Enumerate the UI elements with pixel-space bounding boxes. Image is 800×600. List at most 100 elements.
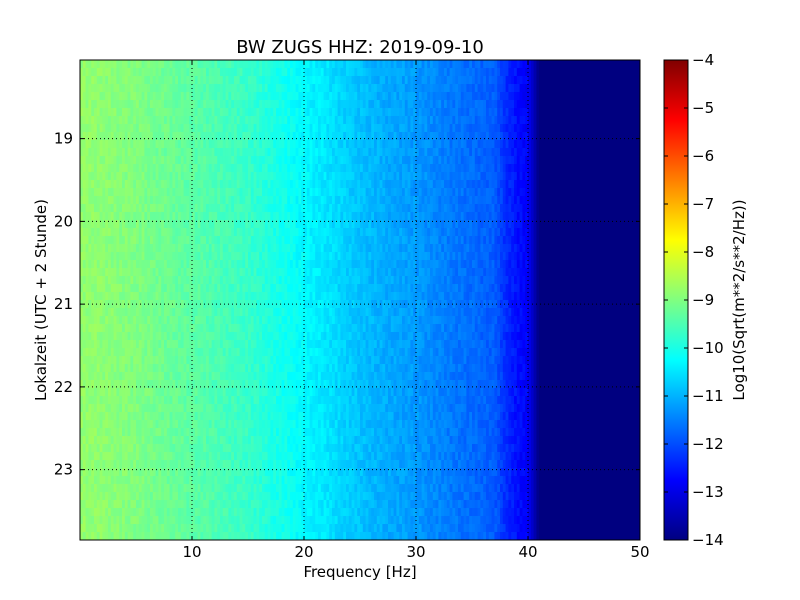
heatmap-cell xyxy=(584,92,588,101)
heatmap-cell xyxy=(497,60,501,69)
heatmap-cell xyxy=(189,92,193,101)
heatmap-cell xyxy=(374,132,378,141)
heatmap-cell xyxy=(390,108,395,117)
heatmap-cell xyxy=(348,132,353,141)
heatmap-cell xyxy=(315,76,319,85)
heatmap-cell xyxy=(368,68,372,77)
heatmap-cell xyxy=(85,84,89,93)
heatmap-cell xyxy=(248,116,252,125)
heatmap-cell xyxy=(374,100,378,109)
heatmap-cell xyxy=(362,76,367,85)
heatmap-cell xyxy=(301,76,305,85)
heatmap-cell xyxy=(245,140,249,149)
heatmap-cell xyxy=(516,60,521,69)
heatmap-cell xyxy=(376,92,381,101)
heatmap-cell xyxy=(346,108,350,117)
heatmap-cell xyxy=(357,60,361,69)
heatmap-cell xyxy=(276,84,280,93)
heatmap-cell xyxy=(556,92,560,101)
heatmap-cell xyxy=(147,100,151,109)
heatmap-cell xyxy=(539,84,543,93)
heatmap-cell xyxy=(211,76,215,85)
heatmap-cell xyxy=(547,140,551,149)
heatmap-cell xyxy=(544,60,549,69)
heatmap-cell xyxy=(82,68,87,77)
heatmap-cell xyxy=(553,140,557,149)
heatmap-cell xyxy=(449,84,453,93)
heatmap-cell xyxy=(584,124,588,133)
heatmap-cell xyxy=(169,140,173,149)
heatmap-cell xyxy=(287,100,291,109)
heatmap-cell xyxy=(480,140,484,149)
heatmap-cell xyxy=(374,76,378,85)
heatmap-cell xyxy=(113,92,117,101)
heatmap-cell xyxy=(304,92,308,101)
heatmap-cell xyxy=(124,68,129,77)
heatmap-cell xyxy=(595,140,599,149)
heatmap-cell xyxy=(600,116,605,125)
heatmap-cell xyxy=(105,132,109,141)
heatmap-cell xyxy=(432,84,437,93)
heatmap-cell xyxy=(194,84,199,93)
heatmap-cell xyxy=(295,100,299,109)
heatmap-cell xyxy=(158,84,162,93)
heatmap-cell xyxy=(500,92,504,101)
heatmap-cell xyxy=(298,92,302,101)
heatmap-cell xyxy=(575,108,579,117)
heatmap-cell xyxy=(424,60,428,69)
heatmap-cell xyxy=(455,60,459,69)
heatmap-cell xyxy=(259,132,263,141)
heatmap-cell xyxy=(315,116,319,125)
heatmap-cell xyxy=(488,60,493,69)
heatmap-cell xyxy=(351,60,355,69)
heatmap-cell xyxy=(161,60,165,69)
heatmap-cell xyxy=(477,60,481,69)
heatmap-cell xyxy=(178,84,182,93)
heatmap-cell xyxy=(463,84,467,93)
heatmap-cell xyxy=(346,132,350,141)
heatmap-cell xyxy=(511,60,515,69)
heatmap-cell xyxy=(584,132,588,141)
heatmap-cell xyxy=(242,124,246,133)
heatmap-cell xyxy=(273,100,277,109)
heatmap-cell xyxy=(228,68,232,77)
heatmap-cell xyxy=(385,108,389,117)
heatmap-cell xyxy=(332,68,336,77)
heatmap-cell xyxy=(388,92,392,101)
heatmap-cell xyxy=(357,140,361,149)
heatmap-cell xyxy=(617,68,621,77)
heatmap-cell xyxy=(581,68,585,77)
heatmap-cell xyxy=(396,132,400,141)
heatmap-cell xyxy=(368,60,372,69)
heatmap-cell xyxy=(430,124,434,133)
heatmap-cell xyxy=(486,84,490,93)
heatmap-cell xyxy=(480,124,484,133)
heatmap-cell xyxy=(631,60,635,69)
heatmap-cell xyxy=(460,108,465,117)
heatmap-cell xyxy=(357,124,361,133)
heatmap-cell xyxy=(614,68,619,77)
heatmap-cell xyxy=(584,108,588,117)
heatmap-cell xyxy=(505,124,509,133)
heatmap-cell xyxy=(113,124,117,133)
heatmap-cell xyxy=(446,108,451,117)
heatmap-cell xyxy=(281,108,285,117)
heatmap-cell xyxy=(343,92,347,101)
heatmap-cell xyxy=(158,140,162,149)
heatmap-cell xyxy=(203,84,207,93)
heatmap-cell xyxy=(290,108,294,117)
heatmap-cell xyxy=(458,84,462,93)
heatmap-cell xyxy=(628,100,633,109)
heatmap-cell xyxy=(449,92,453,101)
heatmap-cell xyxy=(329,124,333,133)
heatmap-cell xyxy=(514,92,518,101)
heatmap-cell xyxy=(421,116,425,125)
heatmap-cell xyxy=(530,108,535,117)
heatmap-cell xyxy=(80,68,84,77)
heatmap-cell xyxy=(376,132,381,141)
heatmap-cell xyxy=(584,68,588,77)
heatmap-cell xyxy=(609,68,613,77)
heatmap-cell xyxy=(301,108,305,117)
heatmap-cell xyxy=(581,124,585,133)
heatmap-cell xyxy=(508,68,512,77)
